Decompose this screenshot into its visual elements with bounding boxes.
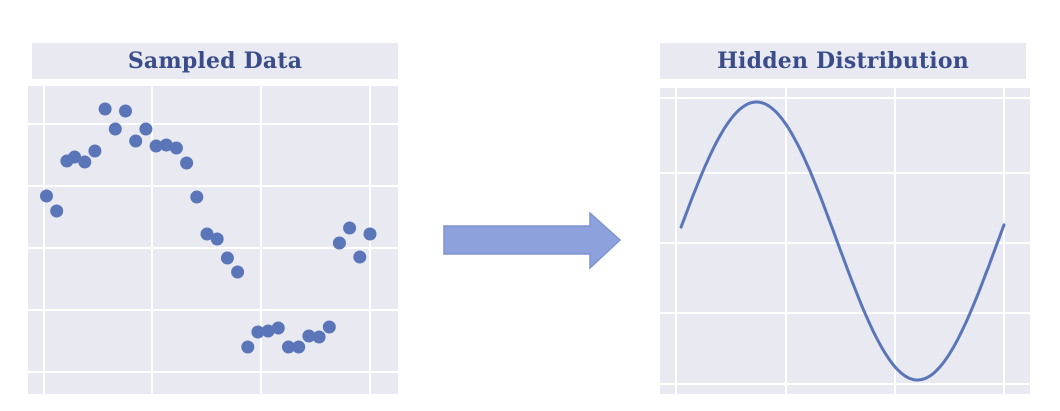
plot-background [660, 88, 1030, 394]
sampled-data-title: Sampled Data [32, 43, 398, 79]
data-point [129, 134, 143, 148]
data-point [88, 144, 102, 158]
data-point [40, 189, 53, 203]
data-point [322, 320, 336, 334]
data-point [119, 104, 132, 118]
data-point [50, 204, 64, 218]
data-point [271, 321, 285, 335]
data-point [292, 340, 306, 354]
sampled-data-scatter-plot [28, 86, 398, 394]
arrow-shape [443, 211, 622, 270]
data-point [220, 251, 234, 265]
data-point [169, 141, 183, 155]
data-point [302, 329, 316, 343]
data-point [251, 325, 265, 339]
data-point [149, 139, 163, 153]
data-point [78, 155, 92, 169]
data-point [98, 102, 112, 116]
data-point [261, 324, 275, 338]
data-point [282, 340, 295, 354]
data-point [180, 156, 194, 170]
hidden-distribution-title: Hidden Distribution [660, 43, 1026, 79]
sine-curve [679, 100, 1006, 382]
data-point [241, 340, 255, 354]
hidden-distribution-line-plot [660, 88, 1030, 394]
data-point [210, 232, 224, 246]
data-point [190, 190, 204, 204]
right-arrow-icon [443, 211, 622, 270]
data-point [159, 138, 173, 152]
data-point [332, 236, 346, 250]
data-point [312, 330, 326, 344]
data-point [343, 221, 357, 235]
data-point [353, 250, 367, 264]
data-point [108, 122, 122, 136]
data-point [363, 227, 377, 241]
data-point [231, 265, 245, 279]
data-point [200, 227, 214, 241]
data-point [139, 122, 153, 136]
data-point [68, 150, 82, 164]
